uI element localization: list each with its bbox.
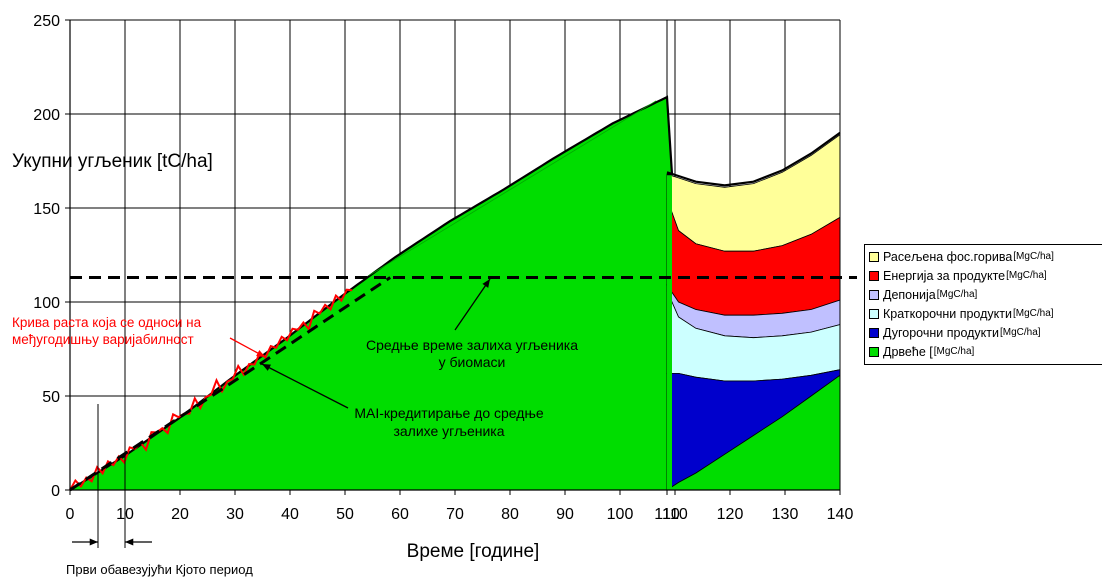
mai-arrow-head xyxy=(262,364,271,371)
growth-curve-annotation-line1: Крива раста која се односи на xyxy=(12,315,202,330)
legend-unit: [MgC/ha] xyxy=(936,289,978,300)
x-tick-label: 30 xyxy=(226,506,244,523)
x-tick-label: 70 xyxy=(446,506,464,523)
legend-label: Краткорочни продукти xyxy=(883,306,1012,321)
x-tick-label: 50 xyxy=(336,506,354,523)
legend-label: Енергија за продукте xyxy=(883,268,1006,283)
legend-swatch xyxy=(869,346,879,357)
kyoto-annotation: Први обавезујући Кјото период xyxy=(66,562,253,577)
overlay-lines xyxy=(69,95,857,548)
y-tick-label: 200 xyxy=(33,107,60,124)
growth-curve-arrow-head xyxy=(256,349,265,357)
y-axis-title: Укупни угљеник [tC/ha] xyxy=(12,151,213,172)
legend-swatch xyxy=(869,327,879,338)
x-axis-title: Време [године] xyxy=(407,541,540,562)
kyoto-right-arrow-head xyxy=(125,538,134,546)
x-tick-label: 40 xyxy=(281,506,299,523)
legend-swatch xyxy=(869,308,879,319)
x-tick-label: 120 xyxy=(717,506,744,523)
legend-swatch xyxy=(869,251,879,262)
x-tick-label: 10 xyxy=(116,506,134,523)
legend-label: Дугорочни продукти xyxy=(883,325,999,340)
growth-curve-annotation-line2: међугодишњу варијабилност xyxy=(12,332,194,347)
series-area-trees-regrowth xyxy=(666,374,840,490)
legend-item: Краткорочни продукти [MgC/ha] xyxy=(868,304,1102,323)
mean-stock-annotation-line2: у биомаси xyxy=(439,354,506,370)
mai-annotation-line1: MAI-кредитирање до средње xyxy=(354,405,543,421)
mai-annotation-line2: залихе угљеника xyxy=(393,423,504,439)
x-tick-label: 110 xyxy=(662,506,688,523)
legend-unit: [MgC/ha] xyxy=(1013,251,1054,262)
y-tick-label: 100 xyxy=(33,295,60,312)
legend-label: Депонија xyxy=(883,287,936,302)
interannual-variability-curve xyxy=(69,288,353,491)
harvest-drop xyxy=(667,97,672,490)
y-tick-label: 150 xyxy=(33,201,60,218)
legend-swatch xyxy=(869,270,879,281)
legend-item: Енергија за продукте [MgC/ha] xyxy=(868,266,1102,285)
y-tick-label: 0 xyxy=(51,483,60,500)
x-tick-label: 60 xyxy=(391,506,409,523)
x-tick-label: 140 xyxy=(827,506,854,523)
reference-thin-line xyxy=(368,100,657,277)
legend-item: Депонија [MgC/ha] xyxy=(868,285,1102,304)
legend-unit: [MgC/ha] xyxy=(1000,327,1041,338)
x-tick-label: 130 xyxy=(772,506,799,523)
total-carbon-outline-post xyxy=(666,131,841,187)
legend-item: Дрвеће [ [MgC/ha] xyxy=(868,342,1102,361)
kyoto-left-arrow-head xyxy=(89,538,98,546)
legend-label: Дрвеће [ xyxy=(883,344,933,359)
legend-unit: [MgC/ha] xyxy=(933,346,975,357)
mai-dashed-line xyxy=(69,276,392,492)
x-tick-label: 80 xyxy=(501,506,519,523)
x-tick-label: 0 xyxy=(66,506,75,523)
legend-unit: [MgC/ha] xyxy=(1012,308,1054,319)
legend-item: Дугорочни продукти [MgC/ha] xyxy=(868,323,1102,342)
legend-item: Расељена фос.горива [MgC/ha] xyxy=(868,247,1102,266)
legend-label: Расељена фос.горива xyxy=(883,249,1013,264)
mai-arrow xyxy=(261,363,349,409)
legend-swatch xyxy=(869,289,879,300)
mean-stock-annotation-line1: Средње време залиха угљеника xyxy=(366,337,578,353)
x-tick-label: 100 xyxy=(607,506,634,523)
axes xyxy=(65,19,841,495)
y-tick-label: 50 xyxy=(42,389,60,406)
x-tick-label: 20 xyxy=(171,506,189,523)
x-tick-label: 110 xyxy=(654,506,680,523)
mean-stock-arrow xyxy=(454,278,491,331)
mean-stock-arrow-head xyxy=(482,279,490,288)
tick-labels: 0 50 100 150 200 250 0 10 20 30 40 50 60 70 80 90 100 110… xyxy=(33,13,853,523)
legend: Расељена фос.горива [MgC/ha] Енергија за п… xyxy=(864,244,1102,365)
x-tick-label: 90 xyxy=(556,506,574,523)
legend-unit: [MgC/ha] xyxy=(1006,270,1047,281)
y-tick-label: 250 xyxy=(33,13,60,30)
